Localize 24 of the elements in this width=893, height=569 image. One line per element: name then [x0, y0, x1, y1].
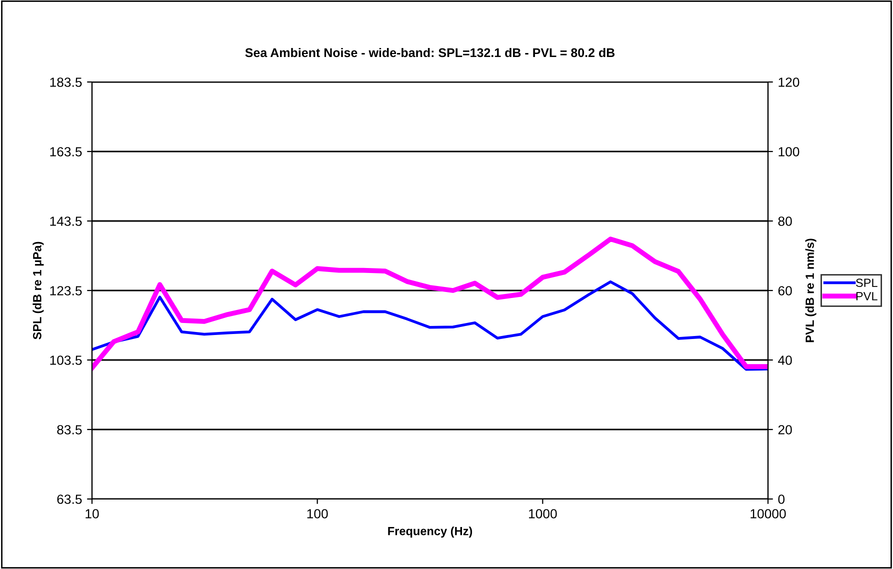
x-tick-label: 100: [307, 509, 328, 518]
x-tick-label: 1000: [529, 509, 557, 518]
y2-tick-label: 0: [778, 494, 785, 504]
x-tick-label: 10: [86, 509, 99, 518]
y2-tick-label: 60: [778, 286, 792, 296]
y2-tick-label: 100: [778, 147, 800, 156]
y-tick-label: 123.5: [50, 286, 82, 296]
y-tick-label: 63.5: [57, 494, 82, 504]
y2-axis-title: PVL (dB re 1 nm/s): [805, 238, 816, 342]
y-tick-label: 83.5: [57, 425, 82, 434]
y2-tick-label: 80: [778, 216, 792, 226]
legend-label: PVL: [856, 292, 878, 300]
y2-tick-label: 20: [778, 425, 792, 434]
x-tick-label: 10000: [750, 509, 786, 518]
y-tick-label: 103.5: [50, 356, 82, 365]
chart-title: Sea Ambient Noise - wide-band: SPL=132.1 dB - PVL = 80.2 dB: [245, 48, 615, 58]
legend-label: SPL: [856, 278, 878, 287]
y-axis-title: SPL (dB re 1 µPa): [32, 242, 44, 340]
y2-tick-label: 40: [778, 356, 792, 365]
y-tick-label: 143.5: [50, 216, 82, 226]
y-tick-label: 163.5: [50, 147, 82, 156]
y-tick-label: 183.5: [50, 78, 82, 87]
x-axis-title: Frequency (Hz): [388, 526, 472, 538]
y2-tick-label: 120: [778, 78, 800, 87]
